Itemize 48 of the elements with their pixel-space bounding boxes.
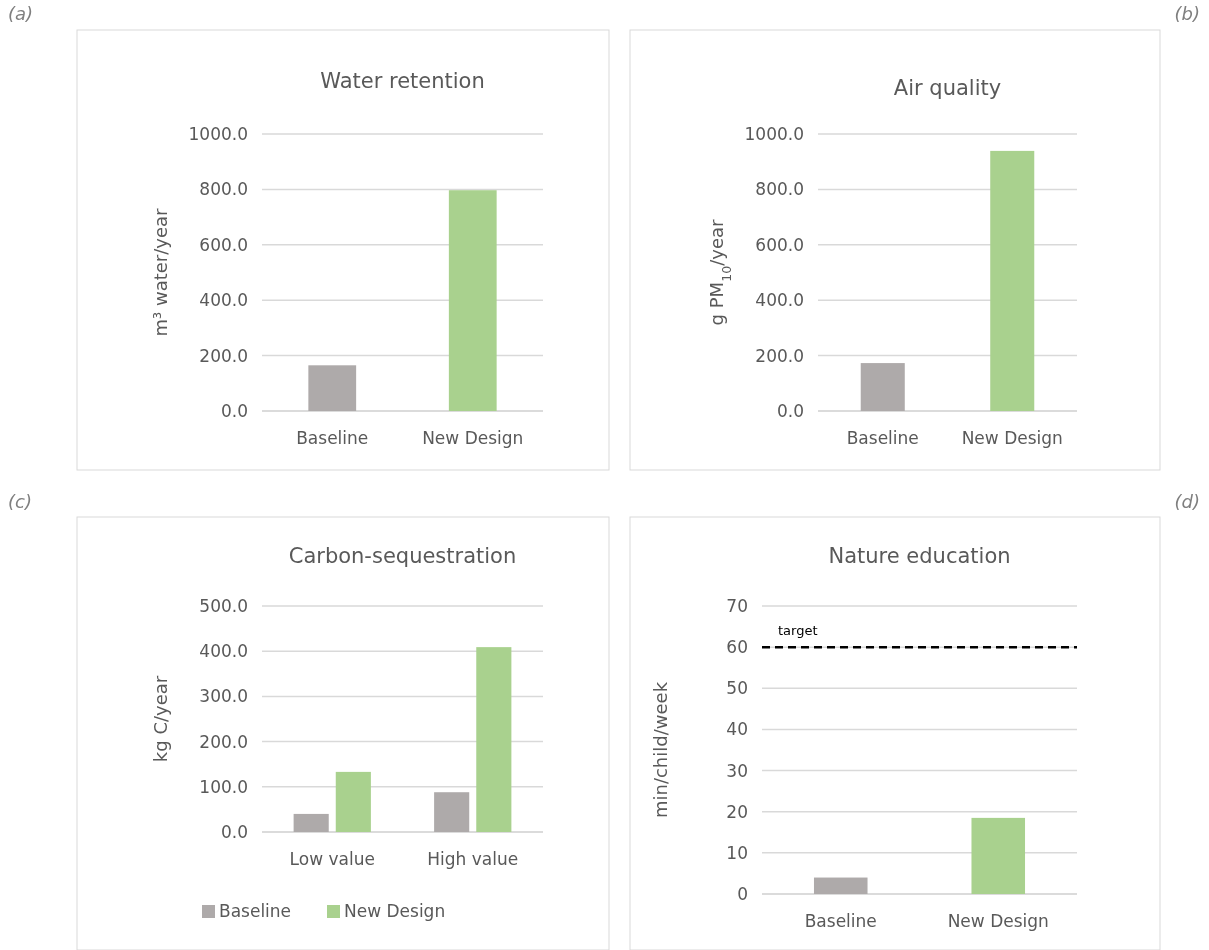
y-tick-label: 0 — [737, 883, 748, 904]
y-tick-label: 200.0 — [755, 345, 804, 366]
text: (c) — [8, 491, 32, 512]
text: (a) — [8, 3, 34, 24]
y-axis-title: kg C/year — [150, 675, 171, 763]
y-tick-label: 30 — [726, 760, 748, 781]
y-axis-title: min/child/week — [650, 681, 671, 819]
y-tick-label: 600.0 — [199, 234, 248, 255]
y-tick-label: 300.0 — [199, 686, 248, 707]
y-tick-label: 10 — [726, 842, 748, 863]
x-tick-label: Low value — [289, 849, 375, 869]
y-tick-label: 0.0 — [220, 400, 248, 421]
ref-line-label: target — [778, 623, 818, 639]
x-tick-label: High value — [427, 849, 519, 869]
y-axis-title: m³ water/year — [150, 207, 171, 337]
y-tick-label: 200.0 — [199, 731, 248, 752]
y-tick-label: 400.0 — [199, 641, 248, 662]
y-tick-label: 1000.0 — [744, 123, 804, 144]
text: (b) — [1174, 3, 1200, 24]
y-tick-label: 800.0 — [199, 179, 248, 200]
y-tick-label: 400.0 — [755, 290, 804, 311]
chart-title: Nature education — [828, 544, 1011, 568]
y-tick-label: 50 — [726, 678, 748, 699]
y-tick-label: 500.0 — [199, 595, 248, 616]
text: (d) — [1174, 491, 1200, 512]
y-tick-label: 0.0 — [776, 400, 804, 421]
y-tick-label: 60 — [726, 637, 748, 658]
bar — [434, 792, 470, 832]
y-tick-label: 20 — [726, 801, 748, 822]
bar — [335, 771, 371, 832]
chart-title: Carbon-sequestration — [288, 544, 517, 568]
y-tick-label: 0.0 — [220, 821, 248, 842]
y-tick-label: 40 — [726, 719, 748, 740]
y-tick-label: 100.0 — [199, 776, 248, 797]
bar — [293, 813, 329, 832]
y-tick-label: 400.0 — [199, 290, 248, 311]
y-tick-label: 200.0 — [199, 345, 248, 366]
x-tick-label: New Design — [961, 428, 1063, 448]
x-tick-label: Baseline — [296, 428, 369, 448]
x-tick-label: Baseline — [846, 428, 919, 448]
chart-title: Air quality — [893, 76, 1002, 100]
x-tick-label: New Design — [422, 428, 524, 448]
chart-title: Water retention — [320, 69, 485, 93]
y-tick-label: 1000.0 — [188, 123, 248, 144]
y-tick-label: 600.0 — [755, 234, 804, 255]
y-tick-label: 800.0 — [755, 179, 804, 200]
bar — [476, 647, 512, 832]
y-tick-label: 70 — [726, 595, 748, 616]
